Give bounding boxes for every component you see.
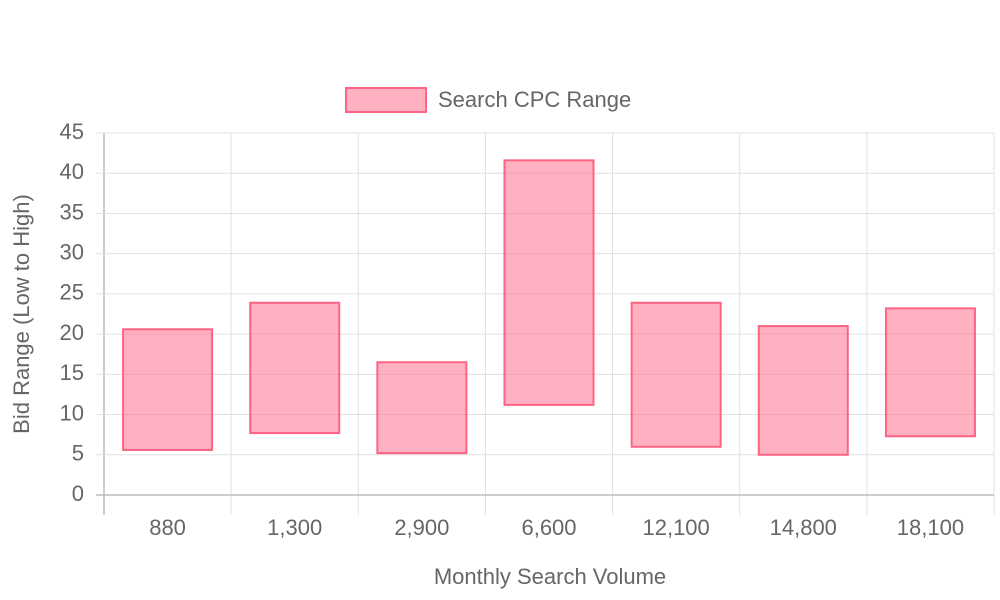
bar <box>503 159 595 406</box>
x-tick-label: 6,600 <box>521 515 576 540</box>
bar <box>249 301 341 435</box>
x-tick-label: 14,800 <box>770 515 837 540</box>
y-axis-title: Bid Range (Low to High) <box>9 194 34 434</box>
y-tick-label: 20 <box>60 320 84 345</box>
y-tick-label: 40 <box>60 159 84 184</box>
y-tick-label: 0 <box>72 481 84 506</box>
bar <box>122 328 214 451</box>
x-tick-label: 18,100 <box>897 515 964 540</box>
legend-swatch <box>345 87 427 113</box>
y-tick-label: 30 <box>60 239 84 264</box>
y-tick-label: 5 <box>72 441 84 466</box>
y-tick-label: 10 <box>60 400 84 425</box>
y-tick-label: 35 <box>60 199 84 224</box>
y-tick-label: 15 <box>60 360 84 385</box>
x-tick-label: 1,300 <box>267 515 322 540</box>
legend-label: Search CPC Range <box>438 87 631 112</box>
bar <box>884 307 976 438</box>
bar <box>757 325 849 456</box>
x-tick-label: 880 <box>149 515 186 540</box>
bar <box>376 361 468 455</box>
x-tick-label: 2,900 <box>394 515 449 540</box>
x-axis-title: Monthly Search Volume <box>434 564 666 589</box>
y-tick-label: 25 <box>60 280 84 305</box>
x-tick-label: 12,100 <box>642 515 709 540</box>
bar <box>630 301 722 448</box>
y-tick-label: 45 <box>60 119 84 144</box>
